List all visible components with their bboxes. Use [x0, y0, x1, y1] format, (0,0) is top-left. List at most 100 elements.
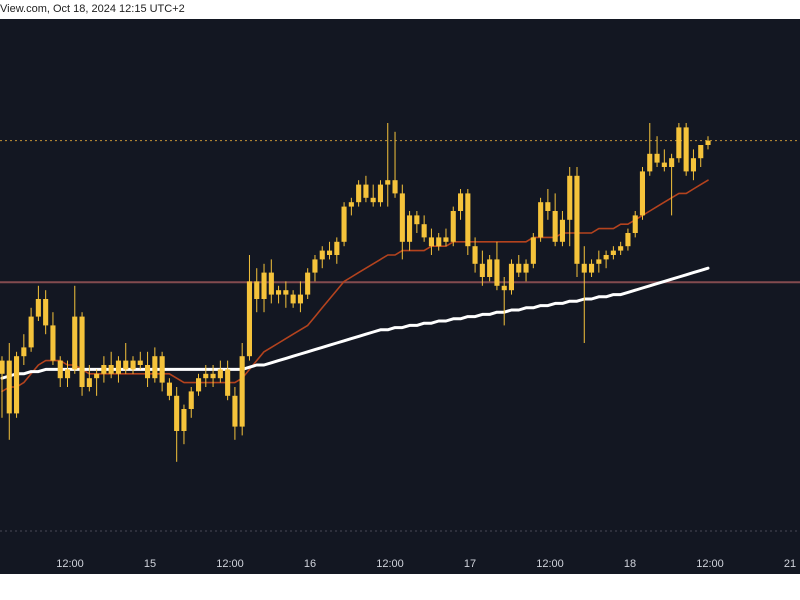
candle-body [436, 237, 442, 247]
candle-body [414, 215, 420, 225]
candle-body [225, 369, 231, 396]
candle-body [115, 360, 121, 374]
candle [188, 387, 194, 418]
candle [625, 228, 631, 251]
candle [669, 153, 675, 216]
candle-body [465, 193, 471, 247]
candle [559, 211, 565, 247]
candle [261, 263, 267, 313]
candle [297, 281, 303, 313]
candle-body [152, 356, 158, 379]
candle [487, 255, 493, 282]
candle [166, 378, 172, 401]
candle [508, 259, 514, 295]
candle [392, 131, 398, 198]
candle-body [14, 356, 20, 414]
candle [690, 149, 696, 181]
candle-body [239, 356, 245, 427]
candle-body [479, 263, 485, 277]
candle [421, 215, 427, 242]
candle-body [130, 360, 136, 370]
candle [436, 233, 442, 251]
candle-body [65, 369, 71, 379]
candle [174, 387, 180, 462]
candle [152, 347, 158, 383]
candle [137, 351, 143, 370]
candle-body [683, 127, 689, 172]
candle-body [487, 259, 493, 277]
candle-body [28, 316, 34, 348]
candle-body [501, 285, 507, 291]
candle [43, 290, 49, 335]
candle-body [72, 316, 78, 370]
candle [581, 246, 587, 343]
candle-body [625, 233, 631, 247]
candle-body [196, 378, 202, 392]
candle [545, 189, 551, 220]
candle-body [261, 272, 267, 299]
candle [632, 211, 638, 238]
candle-body [530, 237, 536, 264]
candle-body [610, 250, 616, 255]
candle-body [188, 391, 194, 409]
candle-body [305, 272, 311, 295]
candle [239, 343, 245, 436]
candle [348, 197, 354, 216]
candle-body [254, 281, 260, 299]
candle-body [647, 153, 653, 172]
chart-header: View.com, Oct 18, 2024 12:15 UTC+2 [0, 0, 800, 19]
x-tick-label: 18 [624, 558, 636, 570]
candle-body [145, 365, 151, 379]
candle-body [363, 184, 369, 198]
candle-body [123, 360, 129, 370]
x-tick-label: 12:00 [696, 558, 724, 570]
candle-body [559, 219, 565, 242]
candle [0, 356, 5, 418]
candle [639, 167, 645, 220]
candle-body [341, 206, 347, 242]
candle [65, 360, 71, 387]
candle-body [35, 299, 41, 317]
candle-body [618, 246, 624, 251]
candle-body [334, 241, 340, 255]
chart-area[interactable]: 12:00 15 12:00 16 12:00 17 12:00 18 12:00 21 [0, 19, 800, 574]
candle [72, 285, 78, 374]
candle [159, 351, 165, 392]
candle-body [159, 356, 165, 383]
x-tick-label: 21 [784, 558, 796, 570]
candle [530, 233, 536, 269]
candle [458, 189, 464, 220]
bottom-strip [0, 574, 800, 600]
candle [450, 206, 456, 247]
candle-body [21, 347, 27, 357]
candle [79, 312, 85, 396]
candle-body [385, 180, 391, 185]
x-tick-label: 12:00 [56, 558, 84, 570]
candle-body [181, 409, 187, 431]
candle-body [581, 263, 587, 273]
candle-body [443, 237, 449, 242]
candle-body [276, 290, 282, 295]
candle-body [523, 263, 529, 273]
candle [196, 373, 202, 396]
candle-body [79, 316, 85, 387]
candle-body [399, 193, 405, 242]
candle [472, 237, 478, 273]
candle-body [705, 140, 711, 145]
candle-body [327, 250, 333, 255]
candle [428, 228, 434, 255]
price-chart[interactable]: 12:00 15 12:00 16 12:00 17 12:00 18 12:00 21 [0, 19, 800, 574]
candle [334, 237, 340, 264]
candle [479, 250, 485, 286]
moving-average-long-line [0, 266, 710, 380]
candle [523, 259, 529, 282]
candle [57, 356, 63, 387]
candle-body [297, 294, 303, 304]
candle [254, 268, 260, 313]
candle-body [516, 263, 522, 273]
candle-body [428, 237, 434, 247]
candle-body [174, 395, 180, 431]
candle-body [377, 184, 383, 203]
x-tick-label: 15 [144, 558, 156, 570]
candle [305, 268, 311, 299]
